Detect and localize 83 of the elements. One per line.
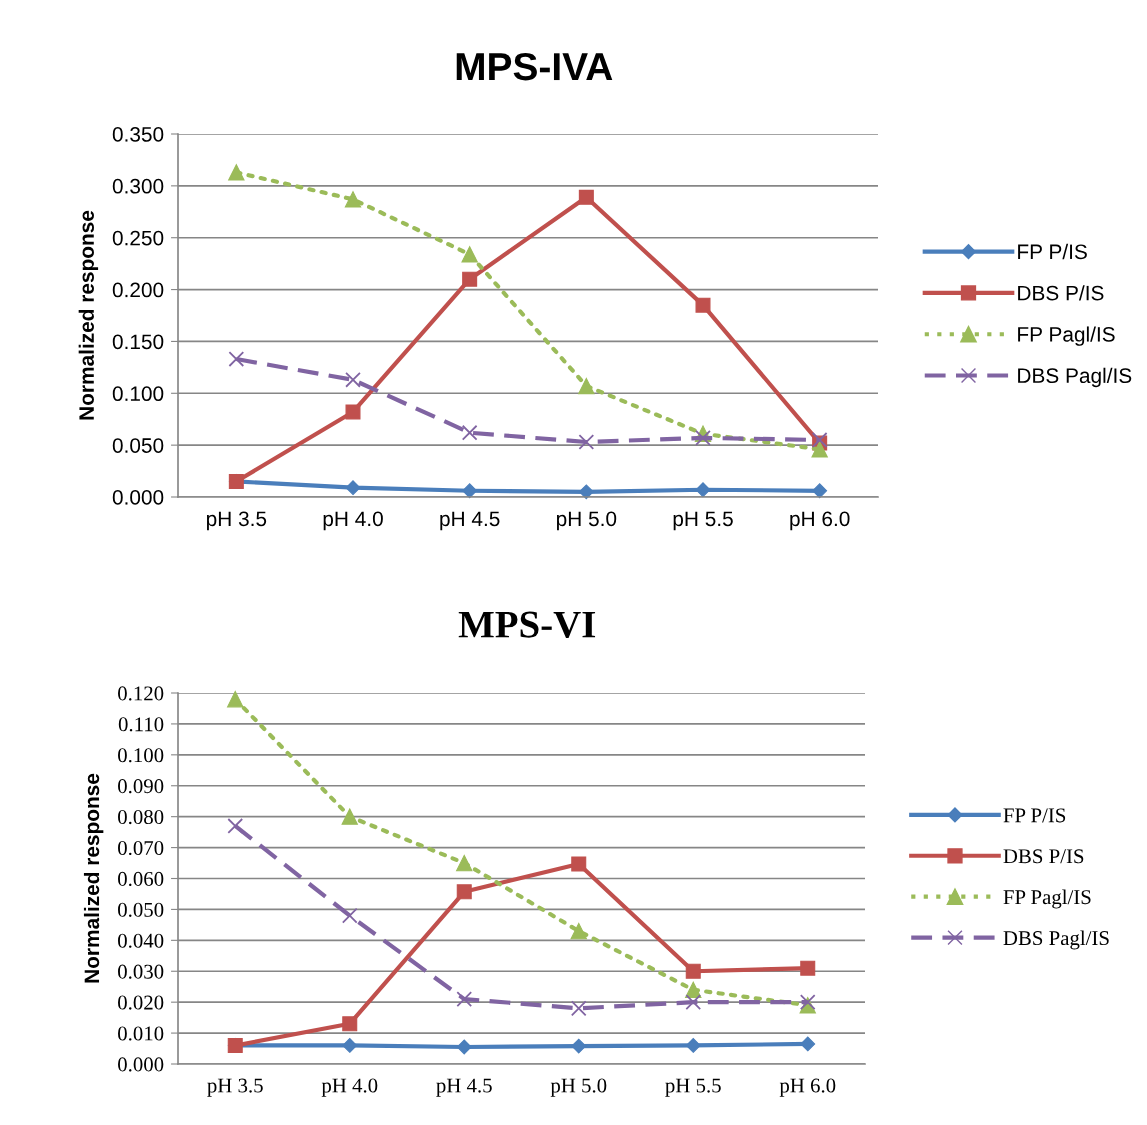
point	[685, 1038, 701, 1053]
y-tick-label: 0.000	[112, 490, 164, 505]
y-tick-label: 0.090	[118, 779, 164, 794]
point	[685, 963, 701, 979]
y-axis-title: Normalized response	[83, 773, 104, 983]
y-axis-title: Normalized response	[78, 210, 99, 420]
point	[811, 441, 828, 458]
point	[344, 191, 362, 208]
point	[227, 690, 244, 708]
y-tick-label: 0.040	[118, 933, 164, 948]
point	[571, 1038, 587, 1054]
point	[578, 189, 594, 205]
y-tick-label: 0.120	[118, 686, 164, 701]
point	[685, 994, 702, 1011]
point	[228, 164, 245, 181]
point	[578, 377, 595, 395]
y-tick-label: 0.050	[112, 438, 164, 453]
point	[342, 1038, 358, 1053]
x-tick-label: pH 5.5	[673, 511, 733, 531]
x-tick-label: pH 3.5	[206, 511, 267, 531]
point	[578, 434, 595, 450]
legend-label: FP P/IS	[1018, 243, 1087, 260]
x-tick-label: pH 3.5	[207, 1078, 263, 1097]
legend-label: DBS Pagl/IS	[1018, 367, 1132, 388]
y-tick-label: 0.110	[118, 717, 164, 732]
chart-title: MPS-IVA	[456, 52, 613, 81]
y-tick-label: 0.060	[118, 871, 164, 887]
point	[571, 856, 587, 872]
point	[456, 884, 472, 900]
point	[345, 404, 361, 420]
point	[227, 818, 244, 834]
x-tick-label: pH 6.0	[790, 511, 850, 531]
legend-label: FP Pagl/IS	[1003, 889, 1091, 909]
point	[345, 371, 361, 388]
chart-title: MPS-VI	[458, 611, 596, 638]
y-tick-label: 0.300	[112, 178, 164, 194]
point	[456, 991, 473, 1007]
legend-label: DBS P/IS	[1018, 285, 1104, 301]
y-tick-label: 0.050	[118, 902, 164, 917]
y-tick-label: 0.080	[118, 810, 164, 825]
y-tick-label: 0.030	[118, 964, 164, 979]
y-tick-label: 0.020	[118, 995, 164, 1010]
x-tick-label: pH 5.0	[550, 1078, 607, 1097]
point	[456, 854, 473, 872]
point	[812, 483, 828, 499]
point	[461, 424, 478, 441]
point	[800, 1036, 816, 1052]
point	[570, 922, 587, 940]
point	[695, 430, 711, 446]
point	[342, 1016, 358, 1032]
point	[456, 1039, 472, 1055]
point	[341, 907, 358, 924]
point	[462, 271, 478, 287]
y-tick-label: 0.200	[112, 282, 164, 298]
x-tick-label: pH 4.0	[321, 1078, 378, 1097]
legend-label: DBS Pagl/IS	[1003, 930, 1109, 950]
y-tick-label: 0.100	[118, 748, 164, 763]
point	[341, 808, 358, 825]
point	[228, 351, 245, 367]
x-tick-label: pH 5.0	[556, 511, 617, 531]
y-tick-label: 0.010	[118, 1026, 164, 1041]
y-tick-label: 0.350	[112, 127, 164, 142]
legend-label: FP P/IS	[1003, 808, 1066, 823]
legend-label: FP Pagl/IS	[1018, 326, 1115, 346]
point	[461, 246, 478, 263]
point	[345, 480, 361, 496]
y-tick-label: 0.070	[118, 840, 164, 856]
point	[462, 483, 478, 499]
point	[695, 297, 711, 313]
y-tick-label: 0.000	[118, 1057, 164, 1072]
point	[695, 482, 711, 498]
legend-label: DBS P/IS	[1003, 849, 1084, 864]
x-tick-label: pH 4.5	[440, 511, 500, 531]
point	[800, 960, 816, 976]
point	[578, 484, 594, 500]
x-tick-label: pH 6.0	[779, 1078, 836, 1097]
point	[570, 1000, 587, 1017]
y-tick-label: 0.100	[112, 386, 164, 402]
x-tick-label: pH 4.0	[323, 511, 383, 531]
x-tick-label: pH 4.5	[436, 1078, 492, 1097]
y-tick-label: 0.250	[112, 230, 164, 246]
y-tick-label: 0.150	[112, 334, 164, 350]
x-tick-label: pH 5.5	[665, 1078, 721, 1097]
